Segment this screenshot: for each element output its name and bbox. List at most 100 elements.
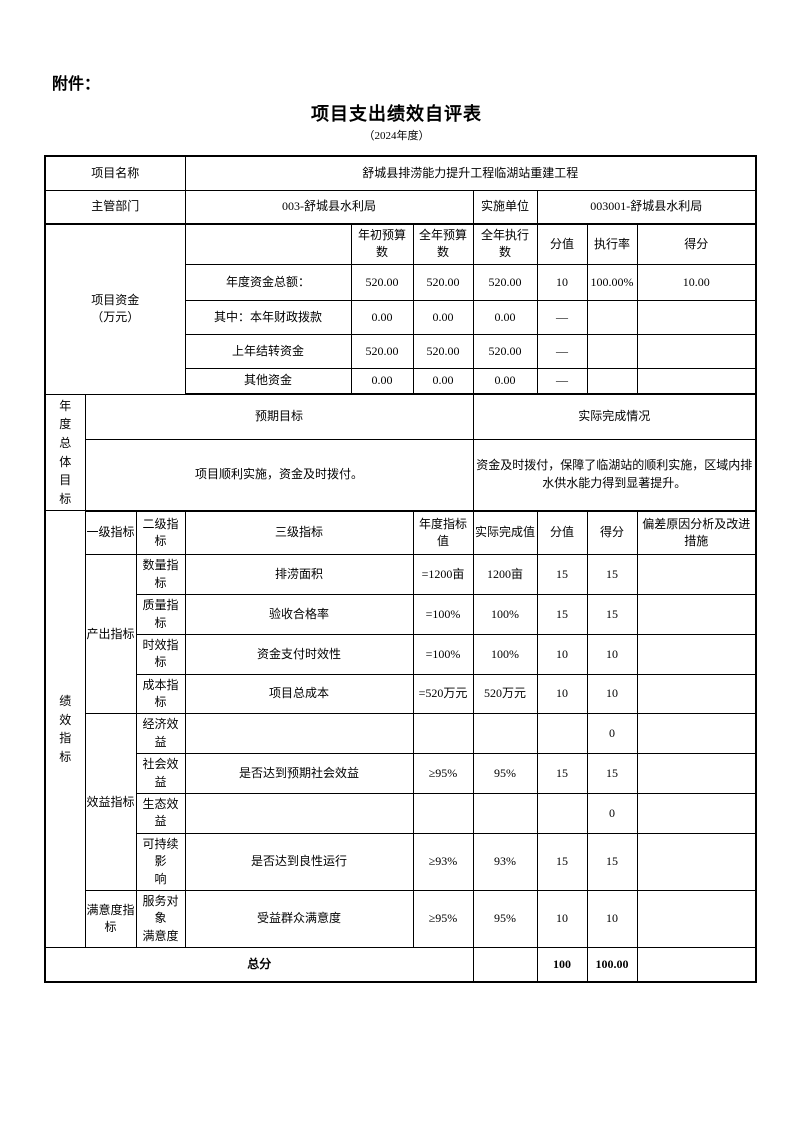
goal-actual-header: 实际完成情况 <box>472 393 757 440</box>
perf-score-value: 15 <box>536 594 588 635</box>
funding-annual: 520.00 <box>412 263 474 301</box>
perf-level3: 受益群众满意度 <box>184 889 414 949</box>
funding-executed: 0.00 <box>472 299 538 335</box>
goal-expected-header: 预期目标 <box>84 393 474 440</box>
perf-header-level2: 二级指标 <box>135 510 186 556</box>
perf-header-target: 年度指标 值 <box>412 510 474 556</box>
perf-deviation <box>636 594 757 635</box>
perf-score: 15 <box>586 753 638 795</box>
perf-score: 0 <box>586 713 638 755</box>
perf-score-value: 15 <box>536 554 588 596</box>
perf-target <box>412 713 474 755</box>
funding-exec-rate <box>586 367 638 396</box>
total-row: 总分 100 100.00 <box>44 947 757 983</box>
perf-level3 <box>184 793 414 834</box>
funding-row: 上年结转资金 520.00 520.00 520.00 — <box>45 333 757 369</box>
funding-annual: 520.00 <box>412 333 474 369</box>
perf-target: =100% <box>412 594 474 635</box>
perf-deviation <box>636 713 757 755</box>
perf-level2: 时效指标 <box>135 633 186 675</box>
perf-actual: 100% <box>472 594 538 635</box>
perf-deviation <box>636 889 757 949</box>
perf-actual: 95% <box>472 889 538 949</box>
perf-deviation <box>636 673 757 715</box>
funding-row-label: 上年结转资金 <box>184 333 352 369</box>
perf-level3: 是否达到预期社会效益 <box>184 753 414 795</box>
goal-header-row: 年度总体目标 预期目标 实际完成情况 <box>44 393 757 512</box>
perf-target: =520万元 <box>412 673 474 715</box>
perf-target: ≥95% <box>412 753 474 795</box>
project-name-value: 舒城县排涝能力提升工程临湖站重建工程 <box>184 155 757 191</box>
perf-row: 时效指标 资金支付时效性 =100% 100% 10 10 <box>45 633 757 675</box>
implement-unit-value: 003001-舒城县水利局 <box>536 189 757 225</box>
perf-score-value: 10 <box>536 889 588 949</box>
perf-level3: 验收合格率 <box>184 594 414 635</box>
funding-row: 其中：本年财政拨款 0.00 0.00 0.00 — <box>45 299 757 335</box>
perf-score-value: 10 <box>536 633 588 675</box>
funding-header-executed: 全年执行 数 <box>472 223 538 265</box>
perf-header-level3: 三级指标 <box>184 510 414 556</box>
funding-score-value: — <box>536 333 588 369</box>
page-subtitle: （2024年度） <box>363 130 430 142</box>
perf-score-value <box>536 713 588 755</box>
perf-level3: 是否达到良性运行 <box>184 832 414 891</box>
perf-header-actual: 实际完成值 <box>472 510 538 556</box>
funding-header-row: 项目资金 （万元） 年初预算 数 全年预算 数 全年执行 数 分值 执行率 得分 <box>44 223 757 395</box>
funding-header-exec-rate: 执行率 <box>586 223 638 265</box>
perf-level3: 排涝面积 <box>184 554 414 596</box>
funding-header-annual-budget: 全年预算 数 <box>412 223 474 265</box>
funding-initial: 520.00 <box>350 263 414 301</box>
perf-level1-benefit: 效益指标 <box>84 713 137 891</box>
perf-level3: 项目总成本 <box>184 673 414 715</box>
perf-actual: 520万元 <box>472 673 538 715</box>
total-blank <box>472 947 538 983</box>
perf-score: 10 <box>586 633 638 675</box>
perf-target: =1200亩 <box>412 554 474 596</box>
goal-section-label-text: 年度总体目标 <box>59 398 72 506</box>
funding-header-initial-budget: 年初预算 数 <box>350 223 414 265</box>
funding-annual: 0.00 <box>412 299 474 335</box>
perf-row: 效益指标 经济效益 0 <box>45 713 757 891</box>
funding-score <box>636 333 757 369</box>
perf-level2: 成本指标 <box>135 673 186 715</box>
perf-header-score-value: 分值 <box>536 510 588 556</box>
project-name-label: 项目名称 <box>44 155 186 191</box>
funding-exec-rate <box>586 333 638 369</box>
funding-header-blank <box>184 223 352 265</box>
funding-executed: 520.00 <box>472 333 538 369</box>
funding-score-value: — <box>536 367 588 396</box>
perf-level1-output: 产出指标 <box>84 554 137 715</box>
total-score: 100.00 <box>586 947 638 983</box>
perf-level2: 数量指标 <box>135 554 186 596</box>
funding-section-label: 项目资金 （万元） <box>44 223 186 395</box>
perf-row: 满意度指 标 服务对象 满意度 受益群众满意度 ≥95% 95% 10 10 <box>45 889 757 949</box>
perf-deviation <box>636 832 757 891</box>
funding-executed: 520.00 <box>472 263 538 301</box>
perf-score: 15 <box>586 554 638 596</box>
perf-score-value: 15 <box>536 753 588 795</box>
funding-row-label: 其他资金 <box>184 367 352 396</box>
funding-initial: 0.00 <box>350 299 414 335</box>
perf-header-level1: 一级指标 <box>84 510 137 556</box>
funding-score <box>636 367 757 396</box>
perf-section-label: 绩效指标 <box>44 510 86 949</box>
perf-target: ≥95% <box>412 889 474 949</box>
perf-level2: 社会效益 <box>135 753 186 795</box>
perf-header-deviation: 偏差原因分析及改进 措施 <box>636 510 757 556</box>
department-label: 主管部门 <box>44 189 186 225</box>
perf-score: 10 <box>586 889 638 949</box>
perf-row: 成本指标 项目总成本 =520万元 520万元 10 10 <box>45 673 757 715</box>
perf-target: =100% <box>412 633 474 675</box>
funding-score-value: — <box>536 299 588 335</box>
perf-level2: 生态效益 <box>135 793 186 834</box>
department-row: 主管部门 003-舒城县水利局 实施单位 003001-舒城县水利局 <box>44 189 757 225</box>
perf-deviation <box>636 554 757 596</box>
goal-expected-value: 项目顺利实施，资金及时拨付。 <box>84 438 474 512</box>
page-title: 项目支出绩效自评表 <box>311 104 482 124</box>
funding-row-label: 其中：本年财政拨款 <box>184 299 352 335</box>
perf-score: 15 <box>586 832 638 891</box>
perf-deviation <box>636 793 757 834</box>
funding-executed: 0.00 <box>472 367 538 396</box>
department-value: 003-舒城县水利局 <box>184 189 474 225</box>
